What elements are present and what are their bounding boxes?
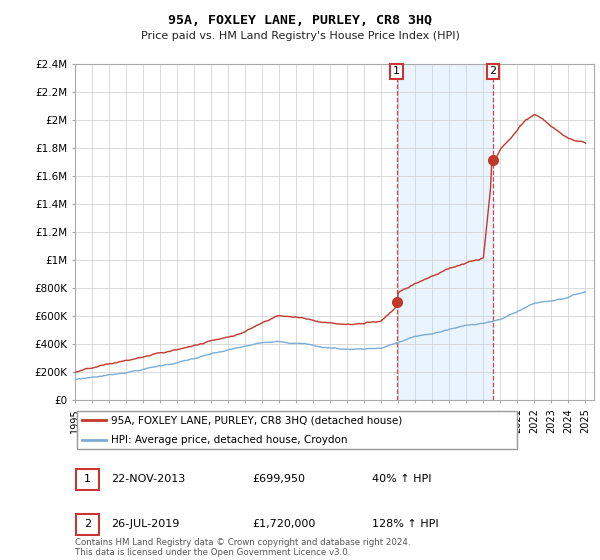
FancyBboxPatch shape (76, 469, 99, 490)
Text: 1: 1 (84, 474, 91, 484)
Text: Price paid vs. HM Land Registry's House Price Index (HPI): Price paid vs. HM Land Registry's House … (140, 31, 460, 41)
Text: 22-NOV-2013: 22-NOV-2013 (111, 474, 185, 484)
Text: 95A, FOXLEY LANE, PURLEY, CR8 3HQ (detached house): 95A, FOXLEY LANE, PURLEY, CR8 3HQ (detac… (110, 415, 402, 425)
Text: 95A, FOXLEY LANE, PURLEY, CR8 3HQ: 95A, FOXLEY LANE, PURLEY, CR8 3HQ (168, 14, 432, 27)
Text: 26-JUL-2019: 26-JUL-2019 (111, 519, 179, 529)
Text: HPI: Average price, detached house, Croydon: HPI: Average price, detached house, Croy… (110, 435, 347, 445)
Bar (397, 64, 493, 400)
Text: £1,720,000: £1,720,000 (252, 519, 316, 529)
Text: Contains HM Land Registry data © Crown copyright and database right 2024.
This d: Contains HM Land Registry data © Crown c… (75, 538, 410, 557)
Text: £699,950: £699,950 (252, 474, 305, 484)
Text: 128% ↑ HPI: 128% ↑ HPI (372, 519, 439, 529)
Text: 40% ↑ HPI: 40% ↑ HPI (372, 474, 431, 484)
FancyBboxPatch shape (77, 411, 517, 449)
Text: 1: 1 (393, 67, 400, 76)
FancyBboxPatch shape (76, 514, 99, 535)
Text: 2: 2 (84, 519, 91, 529)
Text: 2: 2 (490, 67, 497, 76)
